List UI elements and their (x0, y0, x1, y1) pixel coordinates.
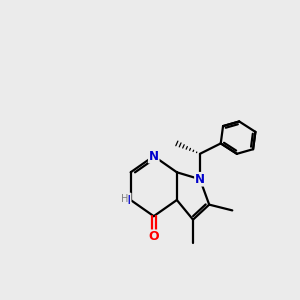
Text: H: H (121, 194, 128, 204)
Text: N: N (195, 173, 205, 186)
Text: O: O (148, 230, 159, 244)
Text: N: N (149, 150, 159, 163)
Text: N: N (121, 194, 131, 206)
